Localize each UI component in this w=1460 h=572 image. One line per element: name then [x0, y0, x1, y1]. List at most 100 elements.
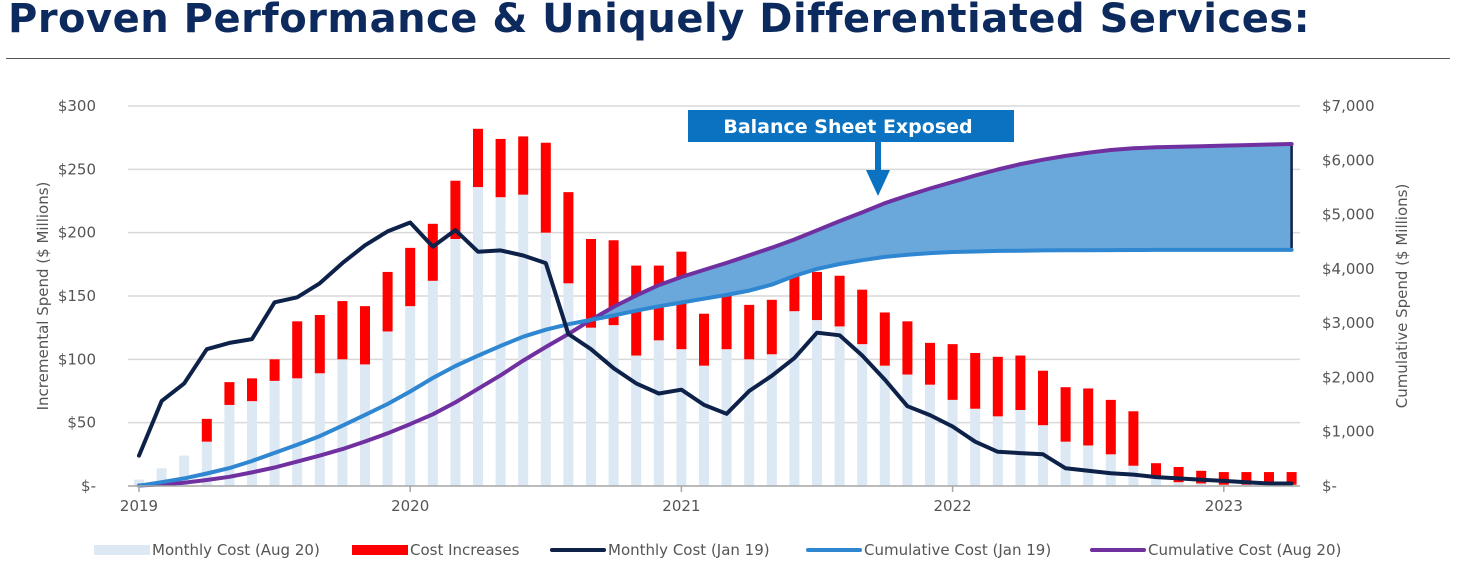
cost-increase-bar: [314, 315, 325, 374]
monthly-cost-aug20-bar: [676, 349, 687, 486]
monthly-cost-aug20-bar: [721, 349, 732, 486]
monthly-cost-aug20-bar: [1060, 441, 1071, 486]
legend-swatch-monthly-jan19: [550, 548, 606, 552]
monthly-cost-aug20-bar: [857, 344, 868, 486]
cost-increase-bar: [1128, 411, 1139, 466]
monthly-cost-aug20-bar: [947, 399, 958, 486]
monthly-cost-aug20-bar: [314, 373, 325, 486]
monthly-cost-aug20-bar: [540, 232, 551, 486]
monthly-cost-aug20-bar: [631, 355, 642, 486]
monthly-cost-aug20-bar: [1015, 410, 1026, 486]
x-tick-label: 2023: [1205, 497, 1243, 515]
monthly-cost-aug20-bar: [495, 197, 506, 486]
y-left-tick-label: $300: [58, 97, 96, 115]
cost-increase-bar: [1264, 472, 1274, 485]
cost-increase-bar: [518, 136, 529, 195]
cost-increase-bar: [834, 275, 845, 327]
legend-swatch-cumulative-jan19: [806, 548, 862, 552]
cost-increase-bar: [879, 312, 890, 366]
y-right-tick-label: $6,000: [1322, 151, 1375, 169]
legend-swatch-cost-increases: [352, 545, 408, 555]
cost-increase-bar: [1196, 470, 1207, 484]
monthly-cost-aug20-bar: [382, 331, 393, 486]
monthly-cost-aug20-bar: [744, 359, 755, 486]
y-left-tick-label: $200: [58, 224, 96, 242]
axes: $- $50 $100 $150 $200 $250 $300 $- $1,000 $2,000 $…: [58, 97, 1375, 515]
legend-item-cumulative-jan19: Cumulative Cost (Jan 19): [806, 538, 1051, 562]
cost-increase-bar: [1151, 463, 1161, 479]
y-right-tick-label: $5,000: [1322, 206, 1375, 224]
y-left-tick-label: $250: [58, 160, 96, 178]
cost-increase-bar: [766, 299, 777, 355]
cost-increase-bar: [495, 138, 506, 198]
cost-increase-bar: [1218, 472, 1229, 485]
monthly-cost-aug20-bar: [201, 441, 212, 486]
cost-increase-bar: [1083, 388, 1094, 446]
cost-increase-bar: [744, 304, 755, 360]
monthly-cost-aug20-bar: [450, 239, 461, 486]
title-divider: [6, 58, 1450, 59]
monthly-cost-aug20-bar: [473, 187, 483, 487]
legend-item-monthly-jan19: Monthly Cost (Jan 19): [550, 538, 770, 562]
callout-label: Balance Sheet Exposed: [723, 116, 972, 138]
cost-increase-bar: [857, 289, 868, 345]
y-left-tick-label: $50: [67, 414, 96, 432]
legend-label: Cumulative Cost (Jan 19): [864, 541, 1052, 559]
cost-increase-bar: [473, 128, 483, 188]
monthly-cost-aug20-bar: [653, 340, 664, 486]
y-axis-right-title: Cumulative Spend ($ Millions): [1393, 184, 1411, 409]
monthly-cost-aug20-bar: [292, 378, 303, 486]
monthly-cost-aug20-bar: [337, 359, 348, 486]
y-right-tick-label: $-: [1322, 477, 1337, 495]
legend-label: Cumulative Cost (Aug 20): [1148, 541, 1342, 559]
callout-arrow-head: [866, 170, 890, 196]
monthly-cost-aug20-bar: [427, 280, 438, 486]
monthly-cost-aug20-bar: [1151, 478, 1161, 486]
monthly-cost-aug20-bar: [224, 404, 235, 486]
legend-item-cost-increases: Cost Increases: [352, 538, 519, 562]
cumulative-cost-jan19-line: [137, 247, 1294, 488]
legend-label: Cost Increases: [410, 541, 520, 559]
x-tick-label: 2021: [662, 497, 700, 515]
cost-increase-bar: [563, 192, 574, 284]
combo-chart: $- $50 $100 $150 $200 $250 $300 $- $1,000 $2,000 $…: [34, 97, 1411, 515]
cost-increase-bar: [812, 271, 822, 321]
y-left-tick-label: $100: [58, 350, 96, 368]
monthly-cost-aug20-bar: [1196, 483, 1207, 486]
monthly-cost-aug20-bar: [563, 283, 574, 486]
cost-increase-bar: [247, 378, 257, 402]
monthly-cost-aug20-bar: [902, 374, 913, 486]
monthly-cost-aug20-bar: [179, 455, 190, 486]
cost-increase-bar: [902, 321, 913, 375]
cost-increase-bar: [1105, 399, 1116, 455]
cost-increase-bar: [224, 382, 235, 405]
cost-increase-bar: [337, 301, 348, 360]
chart-legend: Monthly Cost (Aug 20) Cost Increases Mon…: [0, 538, 1460, 562]
cost-increase-bar: [789, 275, 800, 312]
callout-box: [688, 110, 1014, 142]
monthly-cost-jan19-line: [137, 220, 1294, 486]
cost-increase-bar: [608, 240, 619, 326]
monthly-cost-aug20-bar: [269, 380, 280, 486]
monthly-cost-aug20-bar: [925, 384, 935, 486]
cost-increase-bar: [1015, 355, 1026, 410]
monthly-cost-aug20-bar: [812, 320, 822, 486]
cost-increase-bar: [1286, 472, 1297, 485]
monthly-cost-aug20-bar: [879, 365, 890, 486]
cost-increase-bar: [970, 353, 981, 409]
balance-sheet-callout: Balance Sheet Exposed: [688, 110, 1014, 196]
cost-increase-bar: [721, 296, 732, 350]
cost-increase-bar: [947, 344, 958, 400]
y-axis-left-title: Incremental Spend ($ Millions): [34, 182, 52, 411]
cost-increase-bar: [450, 180, 461, 239]
monthly-cost-aug20-bar: [970, 408, 981, 486]
legend-label: Monthly Cost (Jan 19): [608, 541, 770, 559]
monthly-cost-aug20-bar: [360, 364, 370, 486]
cost-increase-bar: [201, 418, 212, 442]
x-tick-label: 2020: [391, 497, 429, 515]
cost-increase-bar: [292, 321, 303, 379]
monthly-cost-aug20-bar: [518, 194, 529, 486]
cost-increase-bar: [540, 142, 551, 233]
cost-increase-bar: [427, 223, 438, 281]
monthly-cost-aug20-bar: [134, 479, 144, 486]
